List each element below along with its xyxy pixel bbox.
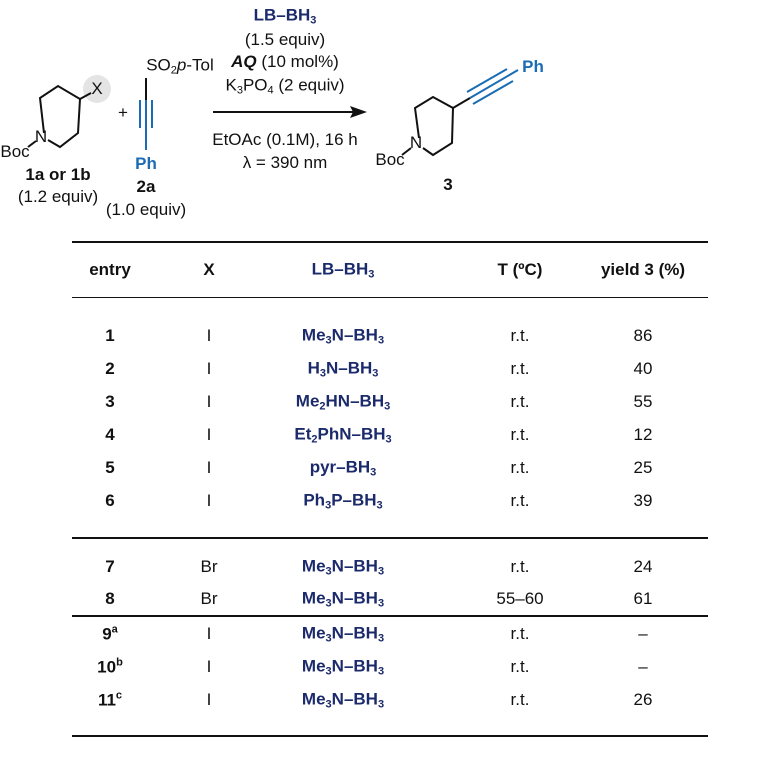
reagent-equiv: (1.0 equiv): [105, 200, 187, 219]
row-temperature: r.t.: [510, 425, 530, 444]
row-entry: 6: [105, 491, 115, 510]
condition-wavelength: λ = 390 nm: [242, 153, 328, 172]
table-top-rule: [72, 241, 708, 243]
condition-solvent: EtOAc (0.1M), 16 h: [212, 130, 358, 149]
row-x: I: [206, 491, 212, 510]
row-temperature: r.t.: [510, 326, 530, 345]
row-yield: 61: [633, 589, 653, 608]
row-temperature: r.t.: [510, 690, 530, 709]
substrate-n-atom: N: [34, 127, 48, 146]
plus-sign: +: [118, 103, 128, 122]
header-yield: yield 3 (%): [600, 260, 686, 279]
row-lb-bh3: Me3N–BH3: [301, 556, 385, 578]
row-yield: 55: [633, 392, 653, 411]
product-label: 3: [443, 175, 453, 194]
row-temperature: r.t.: [510, 557, 530, 576]
substrate-ring: [27, 84, 92, 149]
row-yield: 26: [633, 690, 653, 709]
row-x: Br: [200, 557, 218, 576]
row-temperature: r.t.: [510, 491, 530, 510]
row-temperature: r.t.: [510, 624, 530, 643]
reagent-alkyne: [139, 78, 153, 150]
row-x: I: [206, 359, 212, 378]
row-temperature: r.t.: [510, 359, 530, 378]
row-x: I: [206, 425, 212, 444]
row-x: I: [206, 624, 212, 643]
row-lb-bh3: pyr–BH3: [309, 457, 377, 479]
product-ph: Ph: [522, 57, 544, 76]
row-entry: 8: [105, 589, 115, 608]
reagent-ph: Ph: [135, 154, 157, 173]
row-x: I: [206, 458, 212, 477]
row-temperature: r.t.: [510, 458, 530, 477]
reagent-label: 2a: [136, 177, 156, 196]
row-temperature: r.t.: [510, 657, 530, 676]
substrate-x-label: X: [91, 79, 103, 98]
header-x: X: [203, 260, 215, 279]
row-entry: 11c: [97, 689, 123, 710]
row-lb-bh3: Me3N–BH3: [301, 689, 385, 711]
row-x: I: [206, 657, 212, 676]
row-entry: 2: [105, 359, 115, 378]
row-yield: 25: [633, 458, 653, 477]
table-group-rule: [72, 615, 708, 617]
row-x: Br: [200, 589, 218, 608]
row-yield: –: [638, 657, 648, 676]
row-entry: 4: [105, 425, 115, 444]
row-x: I: [206, 326, 212, 345]
header-entry: entry: [89, 260, 131, 279]
row-yield: 24: [633, 557, 653, 576]
row-lb-bh3: Me2HN–BH3: [295, 391, 391, 413]
product-n-atom: N: [409, 133, 423, 152]
row-lb-bh3: Me3N–BH3: [301, 656, 385, 678]
structure-drawings: [27, 68, 519, 157]
row-x: I: [206, 690, 212, 709]
substrate-equiv: (1.2 equiv): [17, 187, 99, 206]
condition-borane: LB–BH3: [253, 5, 317, 27]
row-entry: 10b: [97, 656, 123, 677]
product-ring: [401, 95, 471, 157]
product-alkyne: [466, 68, 519, 105]
row-lb-bh3: H3N–BH3: [307, 358, 379, 380]
row-temperature: 55–60: [496, 589, 544, 608]
header-lb-bh3: LB–BH3: [311, 259, 375, 281]
table-group-rule: [72, 537, 708, 539]
row-entry: 7: [105, 557, 115, 576]
table-bottom-rule: [72, 735, 708, 737]
table-header-rule: [72, 297, 708, 298]
reagent-sulfonyl: SO2p-Tol: [146, 55, 214, 77]
condition-borane-equiv: (1.5 equiv): [244, 30, 326, 49]
row-entry: 5: [105, 458, 115, 477]
substrate-label: 1a or 1b: [25, 165, 91, 184]
substrate-boc: Boc: [0, 142, 30, 161]
row-yield: –: [638, 624, 648, 643]
row-yield: 39: [633, 491, 653, 510]
row-entry: 3: [105, 392, 115, 411]
condition-base: K3PO4 (2 equiv): [225, 75, 345, 97]
row-entry: 9a: [102, 623, 118, 644]
row-lb-bh3: Et2PhN–BH3: [294, 424, 392, 446]
row-yield: 40: [633, 359, 653, 378]
row-yield: 86: [633, 326, 653, 345]
row-x: I: [206, 392, 212, 411]
row-yield: 12: [633, 425, 653, 444]
x-highlight-circle: [83, 75, 111, 103]
row-lb-bh3: Ph3P–BH3: [303, 490, 383, 512]
row-lb-bh3: Me3N–BH3: [301, 623, 385, 645]
row-lb-bh3: Me3N–BH3: [301, 588, 385, 610]
condition-catalyst: AQ (10 mol%): [231, 52, 339, 71]
header-temperature: T (ºC): [497, 260, 543, 279]
row-lb-bh3: Me3N–BH3: [301, 325, 385, 347]
row-entry: 1: [105, 326, 115, 345]
row-temperature: r.t.: [510, 392, 530, 411]
reaction-arrow: [213, 106, 367, 118]
product-boc: Boc: [375, 150, 405, 169]
